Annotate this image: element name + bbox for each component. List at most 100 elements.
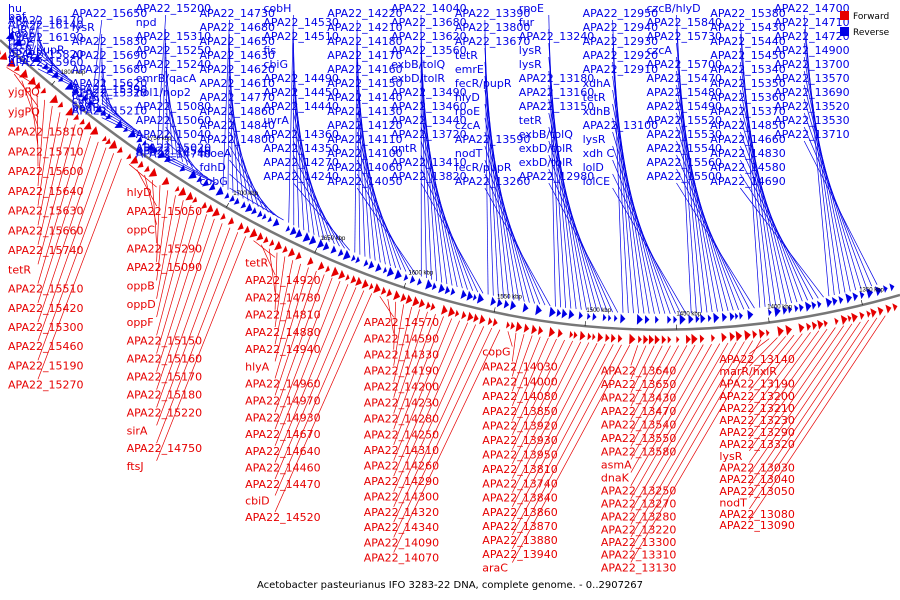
reverse-gene-arrow bbox=[229, 195, 235, 202]
reverse-gene-arrow bbox=[122, 126, 128, 132]
forward-gene-leader-line bbox=[630, 345, 647, 380]
forward-gene-arrow bbox=[866, 310, 871, 318]
forward-gene-arrow bbox=[243, 225, 250, 234]
reverse-gene-leader-line bbox=[739, 89, 787, 304]
forward-gene-leader-line bbox=[274, 252, 278, 310]
reverse-gene-label: APA22_15430 bbox=[710, 21, 785, 34]
reverse-gene-label: APA22_15730 bbox=[647, 30, 722, 43]
reverse-gene-arrow bbox=[496, 298, 503, 308]
reverse-gene-label: lysR bbox=[583, 133, 606, 146]
forward-gene-arrow bbox=[269, 239, 275, 247]
reverse-gene-label: APA22_13390 bbox=[455, 7, 530, 20]
forward-gene-arrow bbox=[317, 261, 325, 271]
forward-gene-label: APA22_13250 bbox=[601, 485, 676, 498]
forward-gene-leader-line bbox=[274, 293, 373, 513]
reverse-gene-arrow bbox=[342, 249, 351, 260]
forward-gene-label: APA22_14960 bbox=[245, 377, 320, 390]
reverse-gene-leader-line bbox=[37, 52, 68, 78]
forward-gene-arrow bbox=[479, 314, 486, 325]
forward-gene-arrow bbox=[174, 185, 180, 192]
forward-gene-label: oppB bbox=[127, 279, 155, 292]
forward-gene-leader-line bbox=[156, 209, 200, 354]
reverse-gene-label: APA22_14660 bbox=[710, 133, 785, 146]
forward-gene-label: APA22_13920 bbox=[482, 420, 557, 433]
reverse-gene-label: APA22_15080 bbox=[136, 100, 211, 113]
forward-gene-label: APA22_13300 bbox=[601, 536, 676, 549]
kbp-tick-mark bbox=[51, 80, 56, 86]
forward-gene-leader-line bbox=[511, 341, 582, 479]
forward-gene-leader-line bbox=[156, 195, 176, 299]
forward-gene-leader-line bbox=[749, 334, 795, 392]
forward-gene-leader-line bbox=[156, 218, 215, 390]
forward-gene-leader-line bbox=[37, 99, 46, 187]
forward-gene-label: APA22_14340 bbox=[364, 521, 439, 534]
reverse-gene-arrow bbox=[64, 81, 74, 90]
forward-gene-leader-line bbox=[37, 153, 115, 361]
reverse-gene-leader-line bbox=[229, 173, 279, 218]
reverse-gene-arrow bbox=[202, 178, 209, 187]
forward-gene-label: APA22_14590 bbox=[364, 333, 439, 346]
forward-gene-label: APA22_13540 bbox=[601, 419, 676, 432]
reverse-gene-leader-line bbox=[612, 61, 640, 314]
reverse-gene-arrow bbox=[700, 314, 706, 324]
forward-gene-leader-line bbox=[387, 299, 395, 334]
forward-gene-leader-line bbox=[511, 344, 622, 549]
forward-gene-leader-line bbox=[37, 118, 68, 245]
reverse-gene-label: APA22_13100 bbox=[583, 119, 658, 132]
reverse-gene-leader-line bbox=[97, 33, 103, 102]
reverse-gene-arrow bbox=[831, 297, 838, 306]
forward-gene-leader-line bbox=[749, 323, 853, 475]
forward-gene-label: APA22_13850 bbox=[482, 405, 557, 418]
forward-gene-label: APA22_15220 bbox=[127, 407, 202, 420]
reverse-gene-label: mgtC bbox=[8, 52, 38, 65]
forward-gene-leader-line bbox=[156, 227, 231, 426]
reverse-gene-label: APA22_15310 bbox=[136, 30, 211, 43]
forward-gene-arrow bbox=[274, 240, 282, 251]
reverse-gene-label: APA22_14630 bbox=[200, 49, 275, 62]
reverse-gene-leader-line bbox=[676, 84, 718, 312]
reverse-gene-arrow bbox=[472, 293, 477, 301]
reverse-gene-arrow bbox=[444, 285, 450, 295]
forward-gene-leader-line bbox=[511, 343, 598, 507]
forward-gene-leader-line bbox=[393, 326, 485, 523]
forward-gene-label: APA22_13270 bbox=[601, 498, 676, 511]
reverse-gene-label: APA22_15450 bbox=[710, 49, 785, 62]
forward-gene-arrow bbox=[892, 303, 898, 312]
forward-gene-label: APA22_15270 bbox=[8, 378, 83, 391]
forward-gene-arrow bbox=[211, 207, 220, 217]
reverse-gene-label: exbD/tolR bbox=[391, 72, 445, 85]
forward-gene-label: APA22_14940 bbox=[245, 343, 320, 356]
reverse-gene-leader-line bbox=[484, 187, 551, 307]
reverse-gene-label: APA22_14100 bbox=[327, 147, 402, 160]
forward-gene-arrow bbox=[877, 306, 884, 316]
forward-gene-arrow bbox=[27, 76, 36, 85]
reverse-gene-leader-line bbox=[676, 98, 724, 312]
reverse-gene-leader-line bbox=[229, 131, 264, 210]
forward-gene-label: copG bbox=[482, 346, 510, 359]
reverse-gene-arrow bbox=[208, 182, 216, 191]
reverse-gene-arrow bbox=[794, 304, 799, 313]
forward-gene-label: APA22_14330 bbox=[364, 349, 439, 362]
reverse-gene-label: cvdC bbox=[72, 98, 100, 111]
forward-gene-label: APA22_13650 bbox=[601, 378, 676, 391]
forward-gene-arrow bbox=[19, 69, 28, 78]
forward-gene-label: APA22_14570 bbox=[364, 316, 439, 329]
forward-gene-label: tetR bbox=[245, 256, 268, 269]
forward-gene-label: APA22_15630 bbox=[8, 205, 83, 218]
forward-gene-label: APA22_15420 bbox=[8, 302, 83, 315]
reverse-gene-arrow bbox=[476, 293, 484, 304]
forward-gene-arrow bbox=[393, 290, 401, 301]
reverse-gene-leader-line bbox=[676, 168, 750, 309]
reverse-gene-leader-line bbox=[612, 75, 645, 314]
forward-gene-arrow bbox=[729, 332, 735, 342]
reverse-gene-label: APA22_12940 bbox=[583, 21, 658, 34]
reverse-gene-label: APA22_15040 bbox=[136, 128, 211, 141]
forward-gene-leader-line bbox=[749, 327, 836, 452]
reverse-gene-label: tetR bbox=[455, 49, 478, 62]
reverse-gene-leader-line bbox=[739, 75, 782, 305]
forward-gene-arrow bbox=[205, 204, 214, 213]
reverse-gene-arrow bbox=[316, 239, 324, 249]
reverse-gene-leader-line bbox=[229, 61, 239, 196]
reverse-gene-label: APA22_13160 bbox=[519, 86, 594, 99]
reverse-gene-leader-line bbox=[484, 103, 520, 301]
